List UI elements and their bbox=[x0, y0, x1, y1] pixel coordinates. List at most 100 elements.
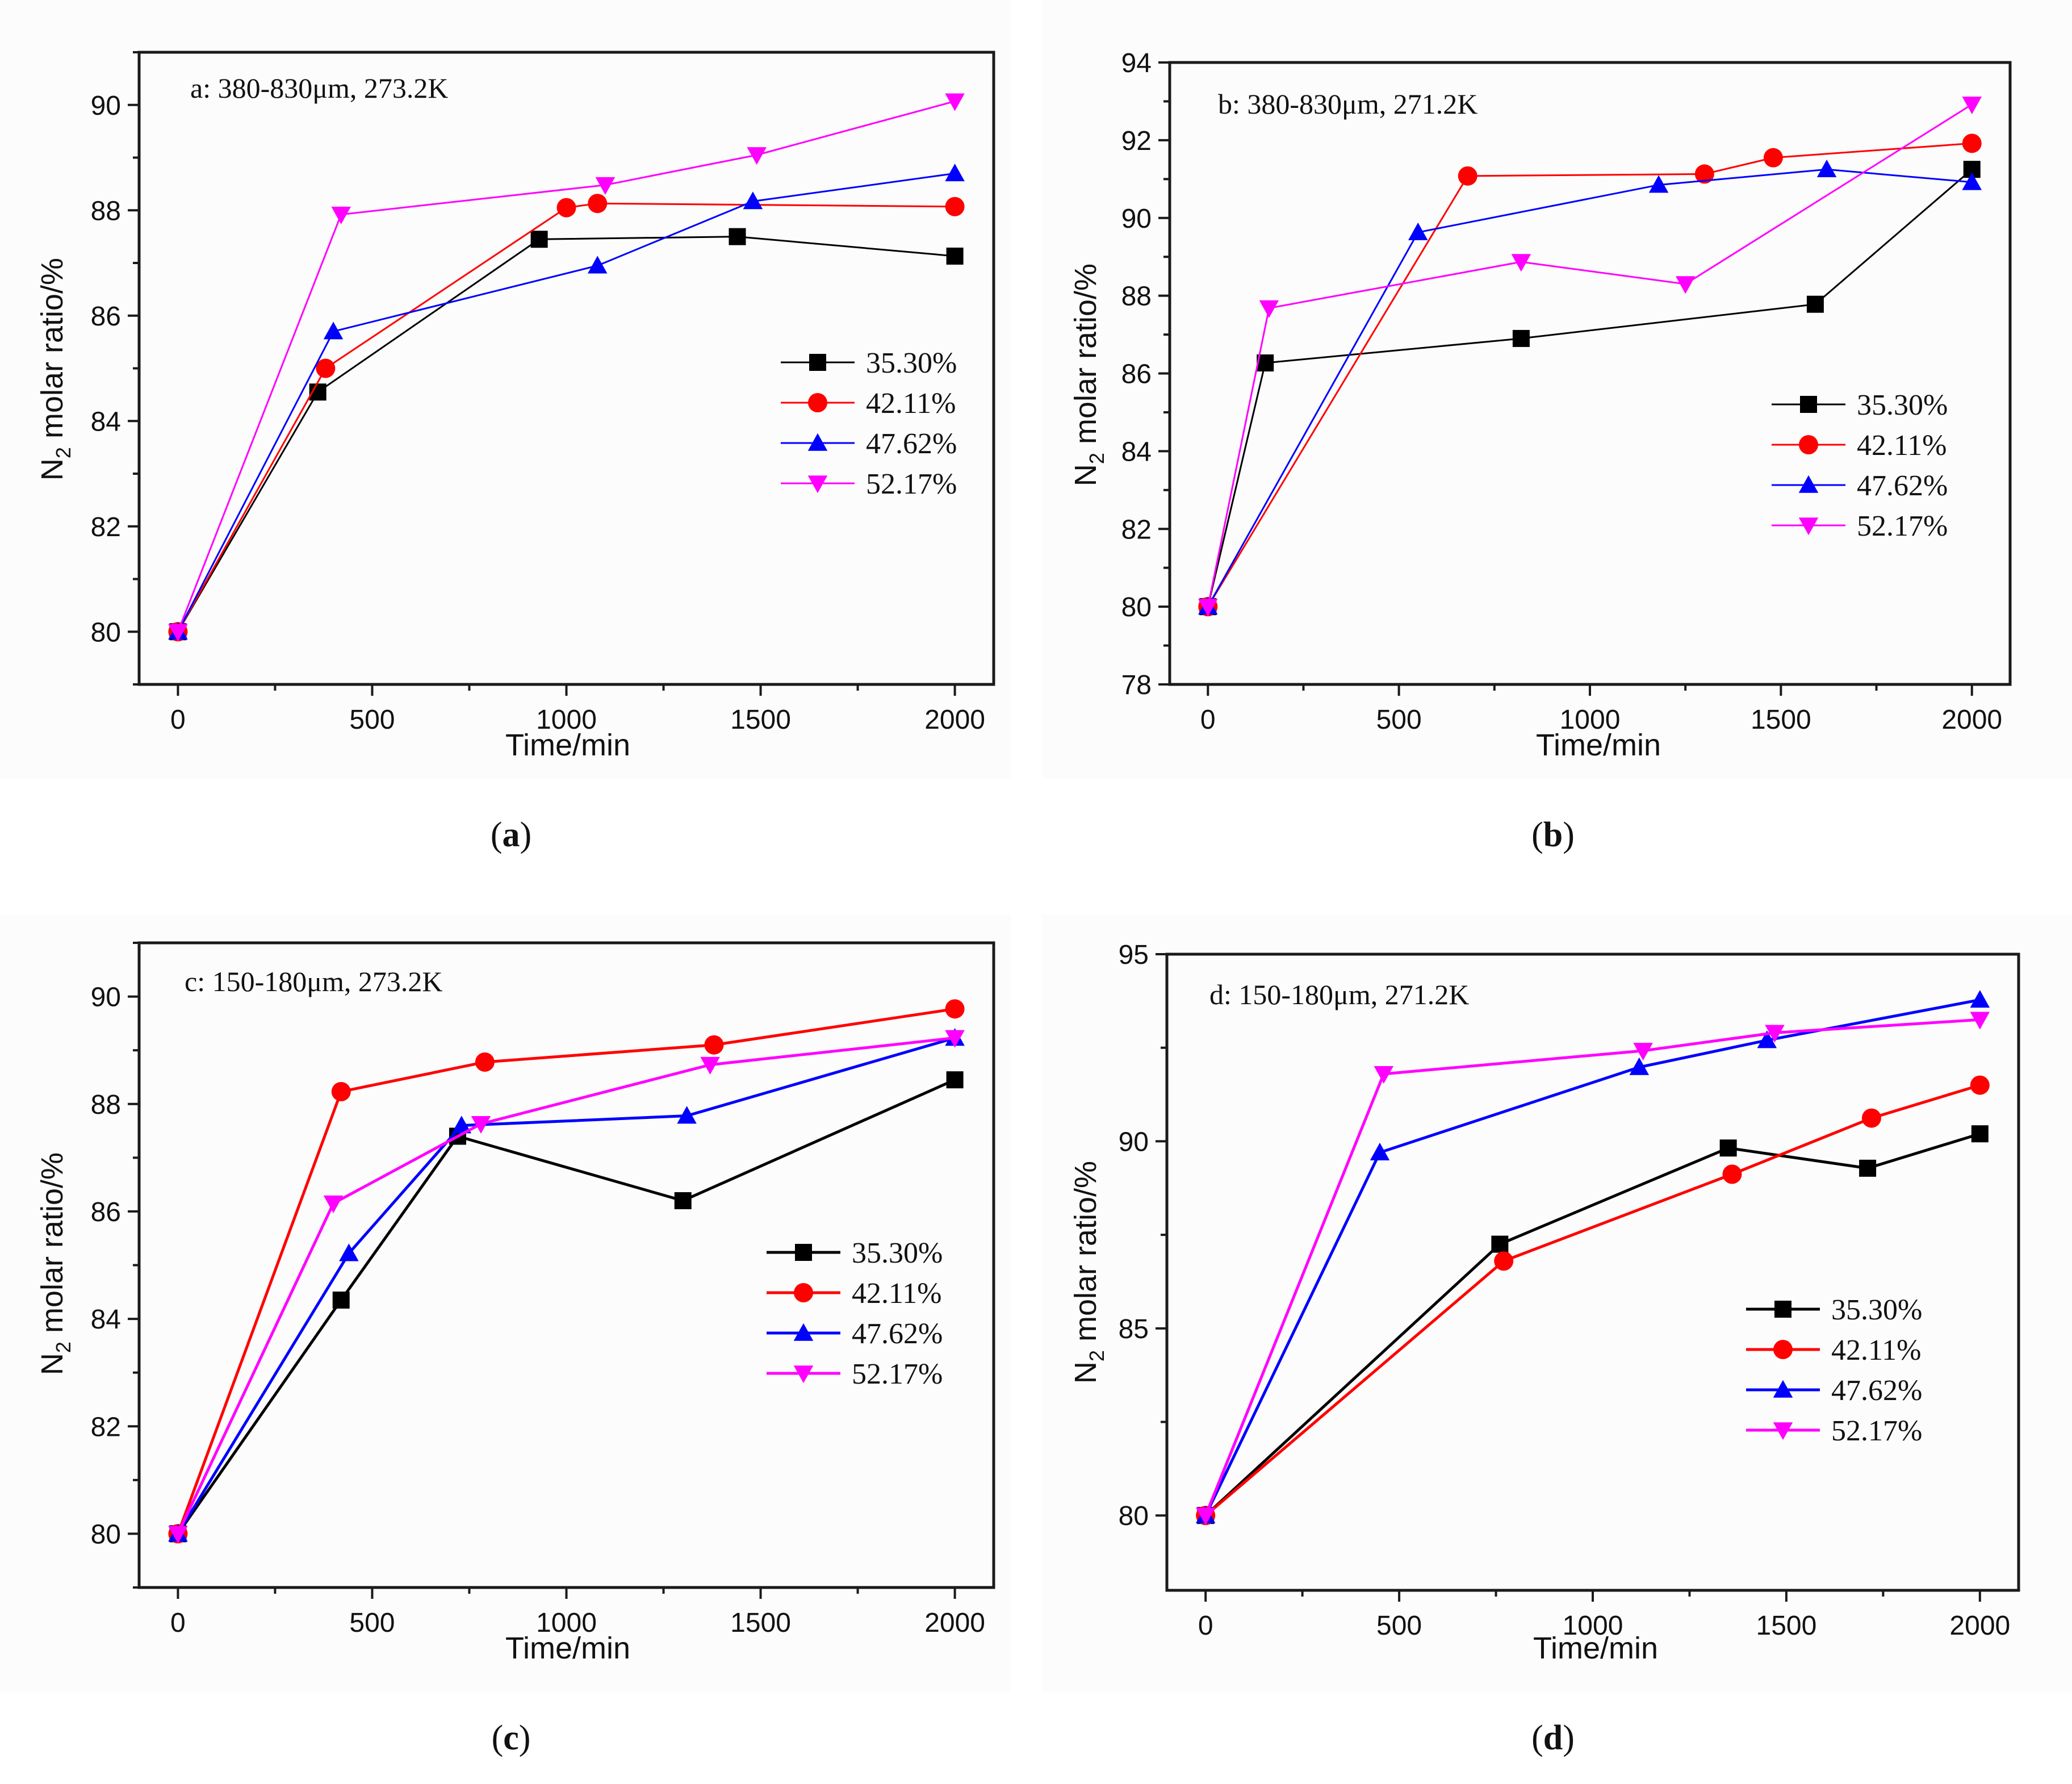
data-point bbox=[1195, 1507, 1216, 1526]
caption-open-paren: ( bbox=[491, 816, 503, 854]
chart-annotation: c: 150-180μm, 273.2K bbox=[185, 966, 443, 997]
y-tick-label: 82 bbox=[1121, 515, 1152, 545]
data-point bbox=[1806, 295, 1824, 313]
y-tick-label: 85 bbox=[1119, 1314, 1149, 1344]
y-tick-label: 80 bbox=[1121, 592, 1152, 622]
y-tick-label: 90 bbox=[91, 91, 121, 121]
legend-label: 47.62% bbox=[852, 1318, 943, 1350]
y-axis-title-main: N bbox=[35, 1353, 69, 1375]
x-tick-label: 0 bbox=[1198, 1611, 1213, 1641]
data-point bbox=[530, 231, 548, 248]
data-point bbox=[1633, 1043, 1653, 1061]
legend-marker bbox=[1798, 517, 1819, 536]
series-52.17% bbox=[1195, 1012, 1990, 1526]
x-tick-label: 2000 bbox=[924, 1608, 985, 1638]
data-point bbox=[339, 1243, 359, 1261]
legend-label: 42.11% bbox=[866, 387, 956, 420]
data-point bbox=[1719, 1139, 1737, 1157]
data-point bbox=[1511, 254, 1531, 272]
data-point bbox=[674, 1192, 692, 1209]
y-tick-label: 92 bbox=[1121, 126, 1152, 156]
y-tick-label: 86 bbox=[1121, 360, 1152, 390]
y-tick-label: 88 bbox=[91, 1090, 121, 1120]
data-point bbox=[1648, 175, 1669, 193]
data-point bbox=[1859, 1159, 1877, 1177]
data-point bbox=[475, 1052, 495, 1072]
caption-open-paren: ( bbox=[1531, 816, 1543, 854]
chart-panel-c: 0 500 1000 1500 2000 80 82 84 86 88 90 Time/min N2 m… bbox=[0, 914, 1011, 1757]
caption-open-paren: ( bbox=[1531, 1719, 1543, 1757]
data-point bbox=[704, 1035, 724, 1055]
x-tick-label: 2000 bbox=[1949, 1611, 2010, 1641]
y-axis-title-subscript: 2 bbox=[1085, 453, 1108, 464]
data-point bbox=[471, 1115, 491, 1134]
data-point bbox=[747, 147, 767, 165]
data-point bbox=[1970, 990, 1990, 1008]
legend-marker bbox=[1798, 475, 1819, 493]
caption-close-paren: ) bbox=[519, 1719, 531, 1757]
x-tick-label: 500 bbox=[1376, 705, 1422, 735]
x-tick-label: 1000 bbox=[536, 1608, 597, 1638]
x-tick-label: 1000 bbox=[1563, 1611, 1623, 1641]
x-tick-label: 1000 bbox=[1560, 705, 1621, 735]
y-tick-label: 80 bbox=[1119, 1501, 1149, 1531]
data-point bbox=[945, 93, 965, 111]
data-point bbox=[729, 228, 746, 245]
x-tick-label: 2000 bbox=[1941, 705, 2002, 735]
legend-label: 42.11% bbox=[1831, 1334, 1921, 1367]
y-tick-label: 88 bbox=[91, 196, 121, 226]
data-point bbox=[587, 256, 608, 274]
legend-label: 47.62% bbox=[1857, 470, 1948, 502]
legend-label: 52.17% bbox=[1831, 1415, 1922, 1447]
chart-panel-a: 0 500 1000 1500 2000 80 82 84 86 88 90 Time/min N2 m… bbox=[0, 0, 1011, 854]
series-47.62% bbox=[168, 164, 965, 640]
y-tick-label: 95 bbox=[1119, 940, 1149, 970]
chart-annotation: a: 380-830μm, 273.2K bbox=[190, 72, 449, 104]
caption-close-paren: ) bbox=[1563, 1719, 1575, 1757]
data-point bbox=[1370, 1142, 1390, 1160]
x-axis-title: Time/min bbox=[1533, 1631, 1658, 1665]
legend: 35.30% 42.11% 47.62% 52.17% bbox=[1746, 1294, 1922, 1447]
data-point bbox=[331, 206, 351, 224]
legend-label: 47.62% bbox=[1831, 1374, 1922, 1407]
data-point bbox=[1757, 1030, 1777, 1048]
y-tick-label: 90 bbox=[1119, 1127, 1149, 1157]
x-tick-label: 500 bbox=[1376, 1611, 1422, 1641]
panel-caption: (b) bbox=[1531, 816, 1575, 854]
y-tick-label: 86 bbox=[91, 302, 121, 332]
legend-marker bbox=[808, 393, 827, 412]
data-point bbox=[1971, 1125, 1989, 1143]
legend-marker bbox=[1799, 435, 1818, 454]
legend-marker bbox=[1773, 1340, 1793, 1359]
y-tick-label: 84 bbox=[1121, 437, 1152, 467]
data-point bbox=[1861, 1108, 1881, 1128]
y-axis-title: N2 molar ratio/% bbox=[1069, 1161, 1108, 1384]
y-axis-title-subscript: 2 bbox=[52, 447, 75, 458]
data-point bbox=[168, 1526, 188, 1544]
y-axis-title-rest: molar ratio/% bbox=[35, 258, 69, 447]
panel-caption: (c) bbox=[492, 1719, 531, 1757]
x-tick-label: 1000 bbox=[536, 705, 597, 735]
chart-panel-d: 0 500 1000 1500 2000 80 85 90 95 Time/min N2 molar… bbox=[1042, 914, 2072, 1757]
y-axis-title: N2 molar ratio/% bbox=[35, 1152, 75, 1375]
data-point bbox=[1374, 1066, 1394, 1084]
data-point bbox=[1408, 222, 1428, 240]
panel-background bbox=[0, 0, 1011, 778]
data-point bbox=[1512, 329, 1530, 347]
y-tick-label: 84 bbox=[91, 407, 121, 437]
data-point bbox=[1962, 97, 1982, 115]
data-point bbox=[1970, 1012, 1990, 1030]
legend-marker bbox=[793, 1323, 814, 1341]
x-tick-label: 1500 bbox=[1751, 705, 1811, 735]
caption-close-paren: ) bbox=[520, 816, 532, 854]
y-axis-title: N2 molar ratio/% bbox=[1069, 264, 1108, 486]
y-tick-label: 90 bbox=[91, 983, 121, 1013]
data-point bbox=[1722, 1164, 1742, 1184]
y-tick-label: 88 bbox=[1121, 282, 1152, 312]
series-52.17% bbox=[1198, 97, 1982, 617]
legend-marker bbox=[809, 354, 826, 371]
y-axis-title-main: N bbox=[1069, 464, 1103, 486]
x-tick-label: 1500 bbox=[1756, 1611, 1817, 1641]
data-point bbox=[945, 1030, 965, 1048]
legend-marker bbox=[793, 1365, 814, 1384]
